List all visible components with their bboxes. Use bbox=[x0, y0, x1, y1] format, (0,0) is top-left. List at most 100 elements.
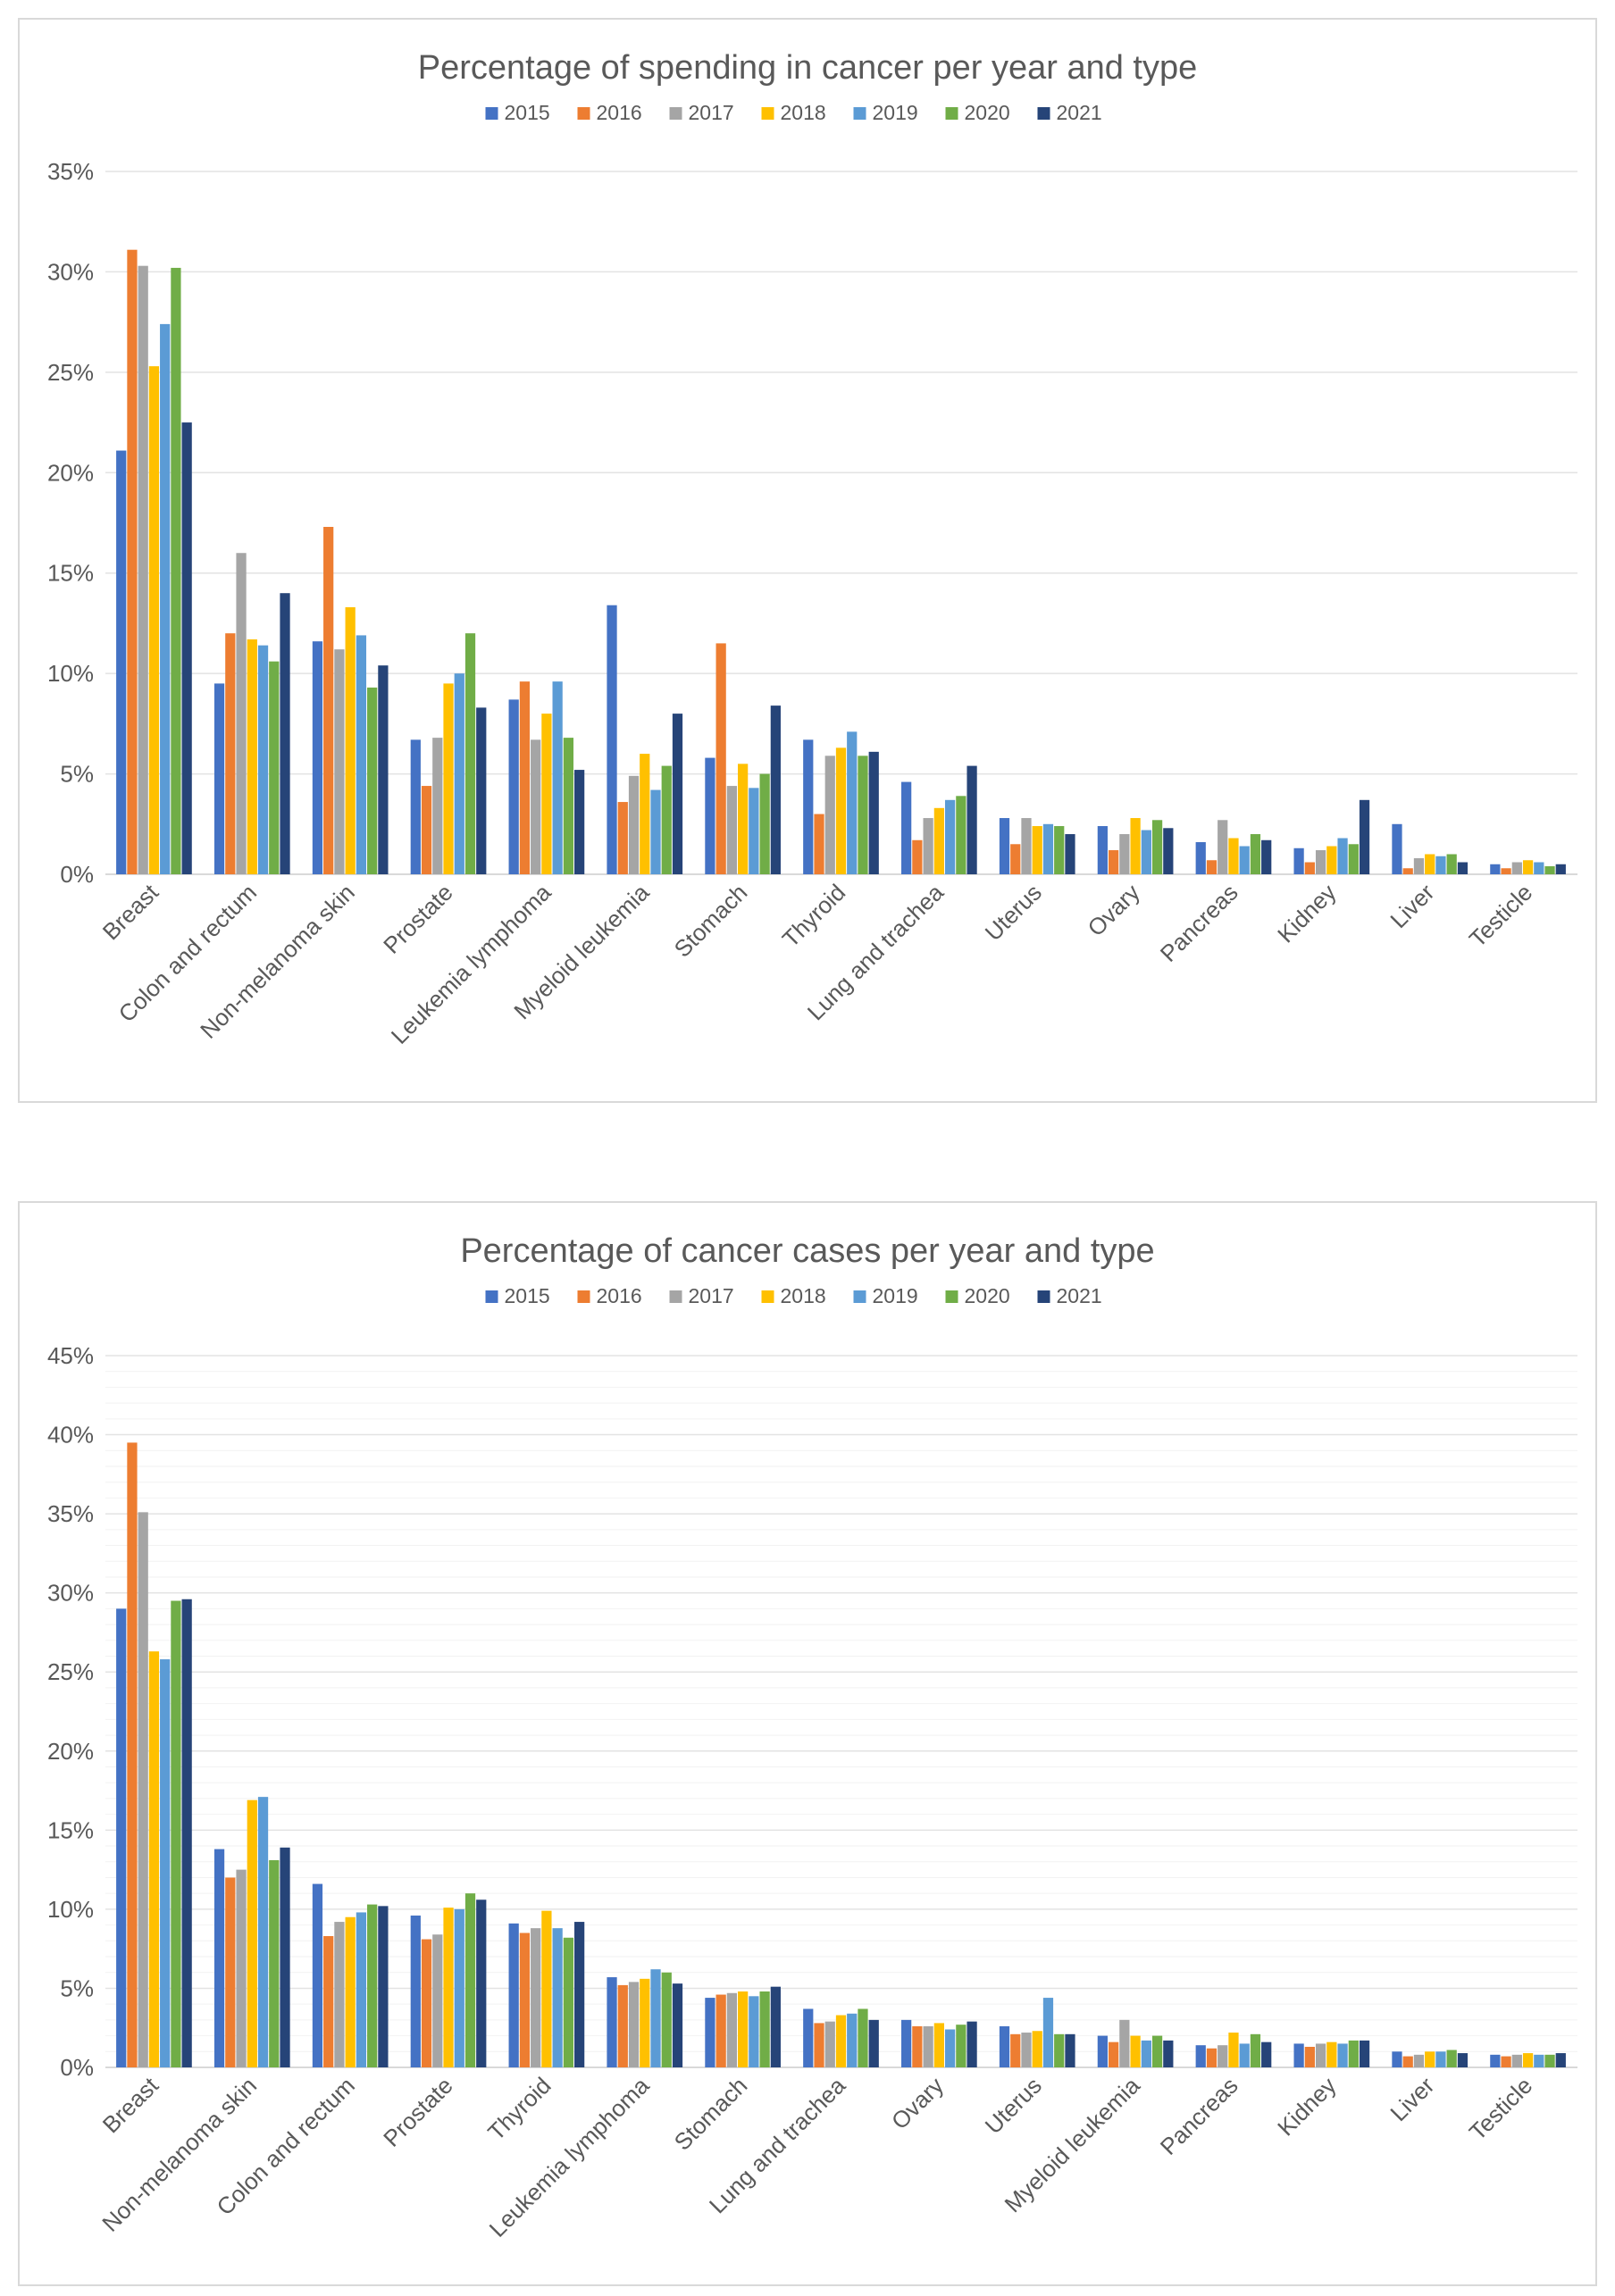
spending-bar-2020-stomach bbox=[759, 773, 770, 874]
spending-bar-2017-testicle bbox=[1511, 862, 1522, 874]
spending-bar-2016-myeloid-leukemia bbox=[617, 802, 628, 874]
cases-y-tick-label: 35% bbox=[47, 1500, 94, 1527]
cases-bar-2021-liver bbox=[1457, 2053, 1469, 2067]
cases-bar-2016-lung-and-trachea bbox=[814, 2023, 824, 2067]
cases-y-tick-label: 10% bbox=[47, 1896, 94, 1923]
cases-bar-2018-ovary bbox=[933, 2023, 944, 2067]
spending-legend: 2015 2016 2017 2018 2019 2020 2021 bbox=[485, 101, 1102, 124]
cases-bar-2020-prostate bbox=[464, 1893, 476, 2067]
spending-bar-2021-non-melanoma-skin bbox=[378, 665, 389, 874]
spending-bar-2017-prostate bbox=[432, 738, 443, 874]
spending-bar-2019-liver bbox=[1435, 856, 1446, 874]
cases-y-tick-label: 5% bbox=[60, 1975, 94, 2001]
spending-bar-2020-thyroid bbox=[858, 756, 868, 874]
spending-bar-2019-ovary bbox=[1141, 830, 1151, 874]
cases-bar-2017-ovary bbox=[923, 2025, 933, 2067]
spending-bar-2018-non-melanoma-skin bbox=[345, 606, 356, 874]
cases-bar-2016-uterus bbox=[1010, 2033, 1021, 2067]
cases-y-tick-label: 30% bbox=[47, 1580, 94, 1607]
spending-chart-panel: Percentage of spending in cancer per yea… bbox=[18, 18, 1597, 1103]
spending-y-tick-label: 5% bbox=[60, 761, 94, 788]
spending-bar-2015-non-melanoma-skin bbox=[312, 641, 323, 874]
cases-category-label: Thyroid bbox=[482, 2072, 556, 2146]
spending-bar-2020-colon-and-rectum bbox=[269, 661, 280, 874]
spending-bar-2018-leukemia-lymphoma bbox=[541, 714, 552, 874]
cases-bar-2016-non-melanoma-skin bbox=[225, 1877, 236, 2067]
cases-y-tick-label: 0% bbox=[60, 2054, 94, 2081]
legend-swatch-2018 bbox=[761, 107, 774, 120]
legend-swatch-2020 bbox=[945, 1290, 958, 1303]
legend-label-2019: 2019 bbox=[873, 1284, 918, 1307]
cases-bar-2018-myeloid-leukemia bbox=[1130, 2035, 1141, 2067]
cases-bar-2021-uterus bbox=[1065, 2033, 1075, 2067]
spending-bar-2021-testicle bbox=[1555, 864, 1566, 874]
cases-bar-2018-non-melanoma-skin bbox=[247, 1799, 257, 2067]
legend-swatch-2018 bbox=[761, 1290, 774, 1303]
spending-bar-2019-testicle bbox=[1534, 862, 1544, 874]
spending-y-tick-label: 35% bbox=[47, 158, 94, 185]
spending-bar-2021-stomach bbox=[770, 705, 781, 874]
cases-bar-2015-prostate bbox=[410, 1915, 421, 2067]
spending-bar-2016-ovary bbox=[1108, 850, 1119, 874]
cases-bar-2017-liver bbox=[1413, 2054, 1425, 2067]
spending-bar-2017-colon-and-rectum bbox=[236, 553, 247, 874]
spending-category-label: Testicle bbox=[1464, 879, 1538, 953]
legend-label-2015: 2015 bbox=[505, 101, 550, 124]
spending-bar-2017-lung-and-trachea bbox=[923, 818, 933, 874]
spending-bar-2016-testicle bbox=[1501, 868, 1511, 874]
spending-bar-2018-thyroid bbox=[835, 747, 847, 874]
cases-bar-2015-liver bbox=[1392, 2051, 1402, 2067]
spending-bar-2020-kidney bbox=[1348, 844, 1359, 874]
cases-bar-2018-leukemia-lymphoma bbox=[640, 1978, 650, 2067]
legend-label-2020: 2020 bbox=[965, 101, 1010, 124]
spending-bar-2016-non-melanoma-skin bbox=[323, 527, 334, 874]
legend-swatch-2015 bbox=[485, 107, 498, 120]
spending-y-tick-label: 0% bbox=[60, 861, 94, 888]
spending-bar-2019-pancreas bbox=[1239, 846, 1250, 874]
spending-bar-2020-leukemia-lymphoma bbox=[563, 738, 573, 874]
cases-category-label: Prostate bbox=[378, 2072, 458, 2152]
spending-category-label: Prostate bbox=[378, 879, 458, 959]
legend-swatch-2015 bbox=[485, 1290, 498, 1303]
legend-label-2017: 2017 bbox=[689, 1284, 734, 1307]
spending-bar-2015-ovary bbox=[1097, 826, 1108, 874]
spending-bar-2019-colon-and-rectum bbox=[257, 645, 269, 874]
cases-bar-2015-ovary bbox=[901, 2019, 912, 2067]
cases-bar-2018-liver bbox=[1425, 2051, 1435, 2067]
cases-bar-2020-uterus bbox=[1054, 2033, 1065, 2067]
cases-bar-2018-lung-and-trachea bbox=[835, 2015, 847, 2067]
spending-bar-2015-myeloid-leukemia bbox=[607, 605, 617, 874]
cases-bar-2018-stomach bbox=[738, 1991, 749, 2067]
cases-bar-2019-uterus bbox=[1042, 1998, 1054, 2067]
spending-bar-2016-pancreas bbox=[1206, 860, 1218, 874]
spending-bar-2015-liver bbox=[1392, 823, 1402, 874]
spending-bar-2019-myeloid-leukemia bbox=[650, 789, 661, 874]
cases-bar-2021-thyroid bbox=[574, 1922, 585, 2067]
cases-bar-2019-kidney bbox=[1337, 2043, 1348, 2067]
cases-category-label: Testicle bbox=[1464, 2072, 1538, 2146]
spending-bar-2016-lung-and-trachea bbox=[912, 839, 923, 874]
cases-bar-2016-thyroid bbox=[519, 1933, 531, 2067]
cases-bar-2018-pancreas bbox=[1228, 2033, 1239, 2067]
cases-bar-2021-non-melanoma-skin bbox=[280, 1847, 290, 2067]
cases-bar-2021-myeloid-leukemia bbox=[1163, 2040, 1174, 2067]
cases-bar-2015-breast bbox=[116, 1608, 127, 2067]
cases-bar-2016-prostate bbox=[421, 1939, 432, 2067]
cases-category-label: Ovary bbox=[886, 2072, 949, 2134]
cases-y-tick-label: 40% bbox=[47, 1422, 94, 1449]
spending-y-tick-label: 25% bbox=[47, 359, 94, 386]
spending-category-label: Thyroid bbox=[777, 879, 851, 953]
spending-bar-2016-leukemia-lymphoma bbox=[519, 681, 531, 874]
spending-bar-2019-non-melanoma-skin bbox=[356, 635, 367, 874]
cases-bar-2017-colon-and-rectum bbox=[334, 1922, 345, 2067]
legend-label-2016: 2016 bbox=[597, 101, 642, 124]
spending-category-label: Liver bbox=[1385, 879, 1439, 933]
cases-bar-2015-thyroid bbox=[508, 1923, 519, 2067]
cases-chart: Percentage of cancer cases per year and … bbox=[47, 1232, 1577, 2242]
cases-bar-2018-thyroid bbox=[541, 1910, 552, 2067]
cases-bar-2017-prostate bbox=[432, 1934, 443, 2067]
cases-bar-2017-non-melanoma-skin bbox=[236, 1869, 247, 2067]
cases-category-label: Leukemia lymphoma bbox=[484, 2072, 655, 2242]
spending-bar-2021-ovary bbox=[1163, 828, 1174, 874]
cases-bar-2018-testicle bbox=[1522, 2053, 1534, 2067]
